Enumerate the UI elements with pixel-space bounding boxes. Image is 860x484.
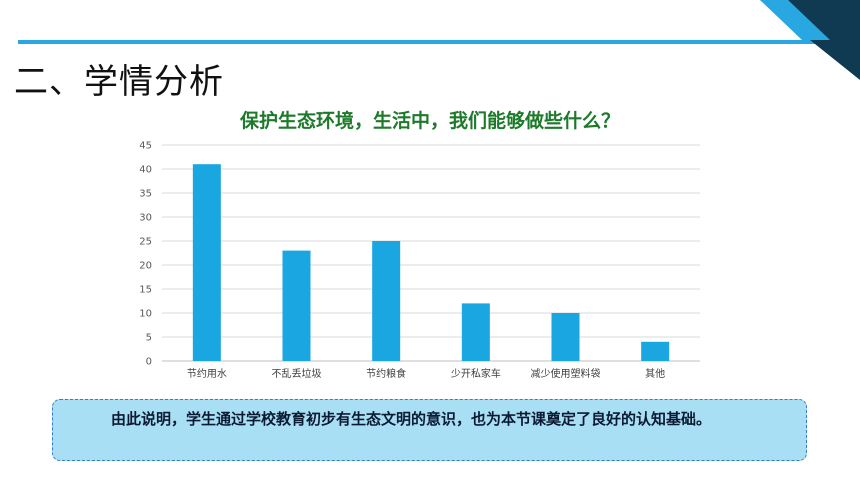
y-tick-label: 15 (139, 285, 152, 296)
summary-note-text: 由此说明，学生通过学校教育初步有生态文明的意识，也为本节课奠定了良好的认知基础。 (111, 410, 712, 428)
x-tick-label: 减少使用塑料袋 (531, 367, 601, 380)
x-tick-label: 少开私家车 (451, 367, 501, 380)
bar (372, 241, 401, 361)
header-accent-line (18, 40, 818, 44)
bar (551, 313, 580, 361)
y-tick-label: 20 (139, 261, 152, 272)
bar (461, 303, 490, 361)
corner-decoration (760, 0, 860, 80)
y-tick-label: 25 (139, 237, 152, 248)
bar-chart: 0 5 10 15 20 25 30 35 40 45 节约用水 不乱丢垃圾 节约粮食 少开私家车 减少使用… (139, 141, 700, 380)
y-tick-label: 5 (146, 333, 152, 344)
y-tick-label: 10 (139, 309, 152, 320)
y-tick-label: 30 (139, 213, 152, 224)
y-tick-label: 35 (139, 189, 152, 200)
bar (192, 164, 221, 361)
bar (282, 250, 311, 361)
chart-title: 保护生态环境，生活中，我们能够做些什么？ (239, 110, 620, 132)
y-tick-label: 0 (146, 357, 152, 368)
summary-note: 由此说明，学生通过学校教育初步有生态文明的意识，也为本节课奠定了良好的认知基础。 (52, 399, 807, 461)
x-tick-label: 其他 (645, 367, 665, 380)
x-tick-label: 不乱丢垃圾 (272, 367, 322, 380)
x-tick-label: 节约粮食 (366, 367, 406, 380)
page-title: 二、学情分析 (14, 62, 224, 102)
bar (641, 341, 670, 361)
y-tick-label: 40 (139, 165, 152, 176)
x-tick-label: 节约用水 (187, 367, 227, 380)
y-tick-label: 45 (139, 141, 152, 152)
